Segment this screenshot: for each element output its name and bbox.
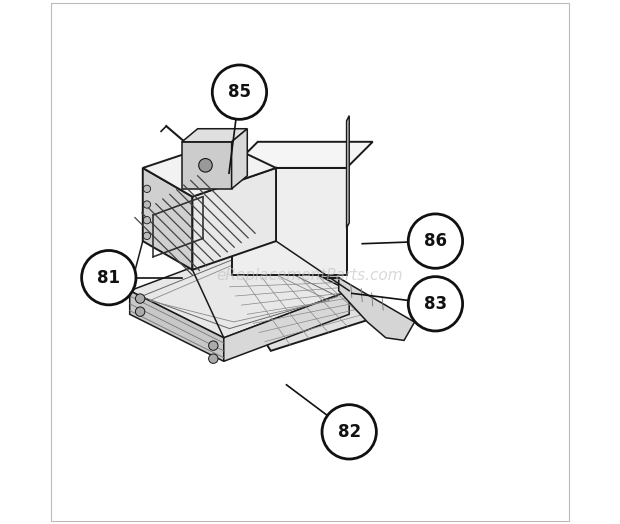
Circle shape [212, 65, 267, 119]
Circle shape [82, 250, 136, 305]
Text: 82: 82 [338, 423, 361, 441]
Circle shape [208, 341, 218, 351]
Polygon shape [232, 142, 373, 168]
Polygon shape [347, 116, 349, 228]
Polygon shape [182, 129, 247, 142]
Circle shape [143, 232, 151, 239]
Polygon shape [232, 168, 347, 275]
Polygon shape [224, 291, 349, 361]
Circle shape [408, 214, 463, 268]
Polygon shape [192, 168, 276, 270]
Text: 83: 83 [424, 295, 447, 313]
Polygon shape [143, 168, 192, 270]
Polygon shape [130, 244, 349, 338]
Circle shape [143, 201, 151, 208]
Circle shape [143, 185, 151, 192]
Circle shape [135, 307, 145, 316]
Circle shape [208, 354, 218, 363]
Polygon shape [224, 278, 339, 287]
Polygon shape [232, 129, 247, 189]
Polygon shape [143, 142, 276, 196]
Circle shape [408, 277, 463, 331]
Polygon shape [339, 278, 415, 341]
Circle shape [143, 216, 151, 224]
Polygon shape [224, 278, 386, 351]
Polygon shape [130, 291, 224, 361]
Circle shape [322, 405, 376, 459]
Polygon shape [182, 142, 232, 189]
Text: 85: 85 [228, 83, 251, 101]
Circle shape [198, 159, 212, 172]
Text: 81: 81 [97, 269, 120, 287]
Text: eReplacementParts.com: eReplacementParts.com [216, 268, 404, 282]
Circle shape [135, 294, 145, 303]
Text: 86: 86 [424, 232, 447, 250]
